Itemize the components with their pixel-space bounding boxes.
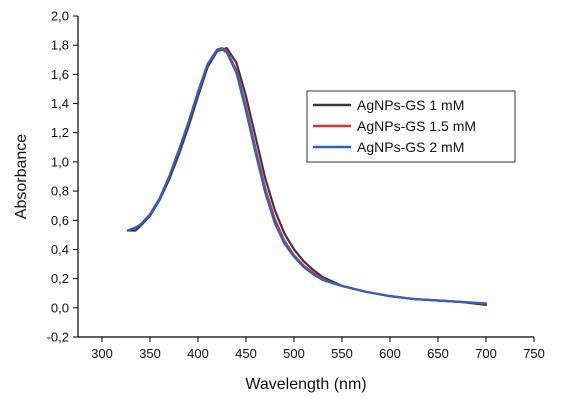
y-tick-label: -0,2	[47, 330, 69, 345]
legend-label-3: AgNPs-GS 2 mM	[357, 139, 464, 155]
x-tick-label: 400	[187, 346, 209, 361]
x-tick-label: 750	[523, 346, 545, 361]
x-tick-label: 600	[379, 346, 401, 361]
y-tick-label: 0,0	[51, 300, 69, 315]
y-tick-label: 1,2	[51, 125, 69, 140]
x-tick-label: 300	[91, 346, 113, 361]
x-tick-label: 450	[235, 346, 257, 361]
y-tick-label: 1,4	[51, 96, 69, 111]
y-tick-label: 1,8	[51, 38, 69, 53]
y-tick-label: 2,0	[51, 9, 69, 24]
legend-label-1: AgNPs-GS 1 mM	[357, 97, 464, 113]
y-tick-label: 0,8	[51, 184, 69, 199]
y-tick-label: 1,0	[51, 154, 69, 169]
x-tick-label: 550	[331, 346, 353, 361]
x-tick-label: 350	[139, 346, 161, 361]
y-tick-label: 0,6	[51, 213, 69, 228]
y-tick-label: 1,6	[51, 67, 69, 82]
axes-layer: -0,2 0,0 0,2 0,4 0,6 0,8 1,0 1,2 1,4 1,6 1,8 2,0 300…	[47, 9, 545, 362]
series-line-3	[126, 48, 488, 305]
legend-label-2: AgNPs-GS 1.5 mM	[357, 118, 476, 134]
series-line-1	[126, 47, 488, 306]
x-axis-title: Wavelength (nm)	[245, 376, 366, 393]
series-layer	[126, 47, 488, 306]
y-tick-label: 0,4	[51, 242, 69, 257]
x-tick-label: 500	[283, 346, 305, 361]
legend: AgNPs-GS 1 mM AgNPs-GS 1.5 mM AgNPs-GS 2 m…	[306, 90, 516, 163]
y-tick-label: 0,2	[51, 271, 69, 286]
y-axis-title: Absorbance	[13, 134, 30, 219]
x-tick-label: 700	[475, 346, 497, 361]
x-tick-label: 650	[427, 346, 449, 361]
